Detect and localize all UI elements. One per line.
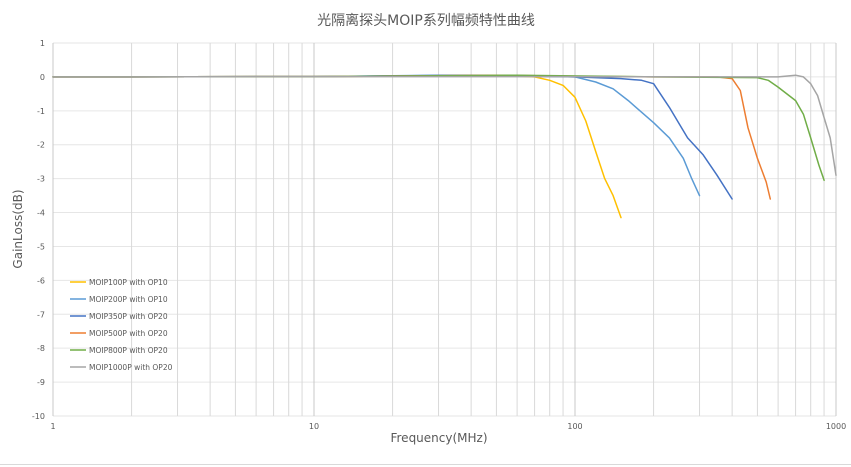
y-tick-label: 1 [40, 39, 45, 48]
grid [52, 42, 837, 417]
x-tick-label: 10 [309, 422, 319, 431]
legend-label: MOIP1000P with OP20 [89, 363, 173, 372]
y-tick-label: -2 [37, 141, 45, 150]
x-tick-label: 1 [50, 422, 55, 431]
series-line-1 [52, 74, 622, 219]
y-tick-label: -1 [37, 107, 45, 116]
y-tick-label: -3 [37, 175, 45, 184]
y-tick-label: -6 [37, 276, 45, 285]
legend: MOIP100P with OP10 MOIP200P with OP10 MOIP… [70, 278, 173, 372]
series-line-2 [52, 74, 701, 197]
legend-label: MOIP500P with OP20 [89, 329, 168, 338]
y-tick-label: -10 [32, 412, 45, 421]
x-axis-label: Frequency(MHz) [390, 431, 487, 445]
chart-title: 光隔离探头MOIP系列幅频特性曲线 [317, 12, 535, 29]
series-line-4 [52, 74, 772, 200]
x-tick-label: 100 [567, 422, 582, 431]
legend-label: MOIP100P with OP10 [89, 278, 168, 287]
y-tick-label: -9 [37, 378, 45, 387]
series-lines [52, 74, 837, 219]
y-axis-label: GainLoss(dB) [11, 189, 25, 268]
axes: 10-1-2-3-4-5-6-7-8-9-101 10 100 1000 [32, 39, 846, 431]
bottom-divider [0, 464, 851, 465]
legend-label: MOIP800P with OP20 [89, 346, 168, 355]
y-tick-label: -4 [37, 209, 45, 218]
legend-label: MOIP350P with OP20 [89, 312, 168, 321]
x-tick-label: 1000 [826, 422, 846, 431]
y-tick-label: -8 [37, 344, 45, 353]
series-line-5 [52, 74, 825, 182]
legend-label: MOIP200P with OP10 [89, 295, 168, 304]
y-tick-label: -5 [37, 242, 45, 251]
y-tick-label: 0 [40, 73, 45, 82]
y-tick-label: -7 [37, 310, 45, 319]
series-line-6 [52, 74, 837, 176]
